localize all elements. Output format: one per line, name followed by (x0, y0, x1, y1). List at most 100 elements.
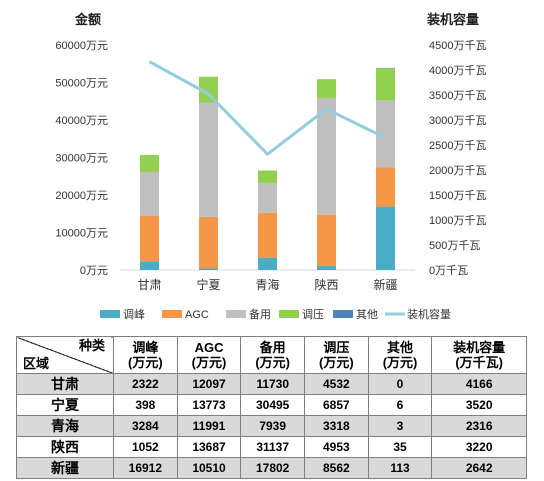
bar-segment (376, 68, 395, 101)
table-cell: 6857 (304, 394, 369, 416)
table-cell: 7939 (240, 415, 306, 437)
header-line1: 其他 (387, 340, 414, 355)
right-tick-label: 3500万千瓦 (429, 89, 486, 102)
table-row-qinghai: 青海 3284 11991 7939 3318 3 2316 (16, 415, 527, 437)
bar-segment (376, 206, 395, 270)
column-header-agc: AGC (万元) (176, 336, 242, 374)
region-cell: 陕西 (16, 436, 114, 458)
stacked-bar-line-chart: 金额 装机容量 0万元 10000万元 20000万元 30000万元 40000万元 5… (55, 12, 486, 321)
header-line1: 备用 (259, 340, 286, 355)
category-label: 甘肃 (137, 278, 161, 292)
bar-segment (199, 216, 218, 269)
table-cell: 13687 (176, 436, 242, 458)
bar-segment (258, 182, 277, 213)
table-cell: 3284 (113, 415, 178, 437)
table-cell: 4953 (304, 436, 369, 458)
left-tick-label: 60000万元 (55, 40, 108, 52)
bar-segment (317, 97, 336, 215)
table-row-ningxia: 宁夏 398 13773 30495 6857 6 3520 (16, 394, 527, 416)
header-line2: (万元) (319, 355, 354, 370)
left-tick-label: 50000万元 (55, 78, 108, 90)
right-tick-label: 3000万千瓦 (429, 114, 486, 127)
column-header-tiaoya: 调压 (万元) (304, 336, 369, 374)
header-line1: 装机容量 (453, 340, 506, 355)
right-tick-label: 1000万千瓦 (429, 214, 486, 227)
bar-segment (140, 171, 159, 216)
bar-segment (317, 214, 336, 267)
header-line2: (万元) (191, 355, 227, 370)
table-cell: 2642 (431, 457, 527, 479)
bar-segment (376, 167, 395, 207)
table-header-row: 种类 区域 调峰 (万元) AGC (万元) 备用 (万元) 调压 (万元) 其… (16, 336, 527, 374)
bar-segment (140, 261, 159, 270)
left-tick-label: 40000万元 (55, 115, 108, 127)
bar-segment (199, 76, 218, 103)
bar-segment (199, 102, 218, 217)
right-tick-label: 0万千瓦 (429, 264, 468, 277)
column-header-capacity: 装机容量 (万千瓦) (431, 336, 527, 374)
left-tick-label: 10000万元 (55, 228, 108, 240)
bar-segment (258, 257, 277, 270)
table-cell: 113 (367, 457, 433, 479)
table-row-gansu: 甘肃 2322 12097 11730 4532 0 4166 (16, 373, 527, 395)
left-tick-label: 30000万元 (55, 153, 108, 165)
region-cell: 甘肃 (16, 373, 114, 395)
table-cell: 11730 (240, 373, 306, 395)
table-cell: 6 (367, 394, 433, 416)
corner-top-label: 种类 (78, 338, 105, 353)
table-cell: 3 (367, 415, 433, 437)
category-label: 青海 (255, 277, 279, 292)
corner-bottom-label: 区域 (23, 356, 50, 371)
corner-header-cell: 种类 区域 (16, 336, 114, 374)
category-label: 陕西 (314, 277, 338, 292)
table-cell: 35 (367, 436, 433, 458)
right-tick-label: 4000万千瓦 (429, 64, 486, 77)
table-cell: 3220 (431, 436, 527, 458)
legend-swatch (100, 310, 120, 318)
table-cell: 12097 (176, 373, 242, 395)
data-table: 种类 区域 调峰 (万元) AGC (万元) 备用 (万元) 调压 (万元) 其… (16, 336, 527, 479)
table-cell: 11991 (176, 415, 242, 437)
legend-label: 备用 (249, 307, 271, 321)
legend-swatch (333, 310, 353, 318)
table-row-xinjiang: 新疆 16912 10510 17802 8562 113 2642 (16, 457, 527, 479)
capacity-line (148, 60, 387, 156)
right-tick-label: 2000万千瓦 (429, 164, 486, 177)
table-cell: 31137 (240, 436, 306, 458)
header-line1: AGC (194, 340, 224, 355)
bar-segment (258, 212, 277, 258)
bar-segment (317, 266, 336, 270)
bar-segment (140, 215, 159, 262)
table-cell: 3318 (304, 415, 369, 437)
category-label: 新疆 (373, 277, 397, 292)
right-tick-label: 500万千瓦 (429, 239, 480, 252)
header-line2: (万千瓦) (455, 355, 504, 370)
bar-segment (376, 100, 395, 168)
legend-swatch (279, 310, 299, 318)
header-line2: (万元) (382, 355, 418, 370)
left-axis-title: 金额 (74, 12, 101, 27)
region-cell: 新疆 (16, 457, 114, 479)
legend-label: 装机容量 (407, 307, 451, 321)
header-line1: 调峰 (132, 340, 159, 355)
left-tick-label: 0万元 (80, 265, 108, 277)
table-cell: 4532 (304, 373, 369, 395)
table-cell: 1052 (113, 436, 178, 458)
category-label: 宁夏 (196, 277, 220, 292)
column-header-qita: 其他 (万元) (367, 336, 433, 374)
left-tick-label: 20000万元 (55, 190, 108, 202)
bar-segment (317, 79, 336, 98)
legend-swatch (162, 310, 182, 318)
table-cell: 17802 (240, 457, 306, 479)
legend-label: 调峰 (123, 308, 145, 321)
region-cell: 宁夏 (16, 394, 114, 416)
table-cell: 0 (367, 373, 433, 395)
legend-label: 其他 (356, 308, 378, 321)
bar-segment (199, 268, 218, 270)
bar-segment (140, 154, 159, 172)
header-line2: (万元) (255, 355, 291, 370)
legend-label: 调压 (302, 308, 324, 321)
table-cell: 8562 (304, 457, 369, 479)
table-cell: 13773 (176, 394, 242, 416)
legend-swatch (226, 310, 246, 318)
